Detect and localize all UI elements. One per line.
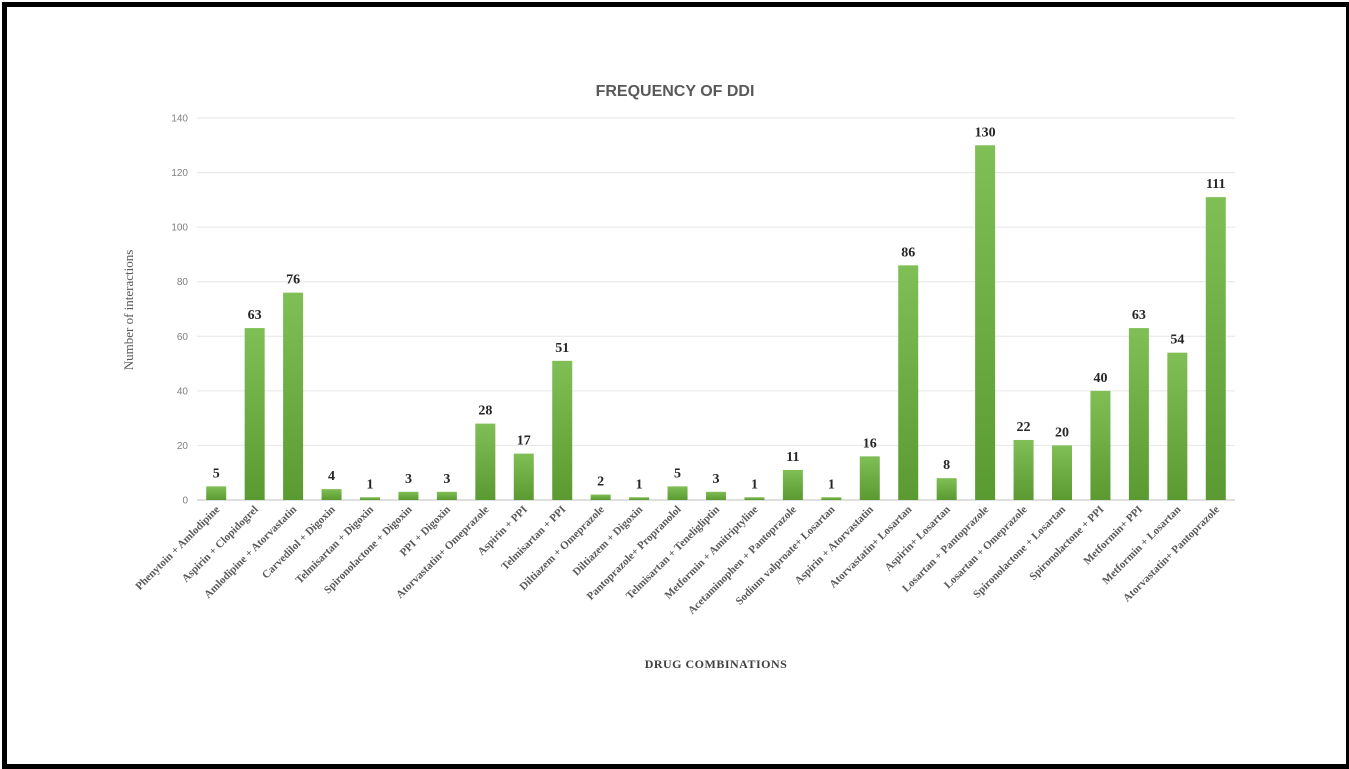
- data-label: 11: [786, 450, 799, 465]
- data-label: 86: [901, 245, 915, 260]
- y-axis-label: Number of interactions: [121, 250, 136, 371]
- y-axis-ticks: 0 20 40 60 80 100 120 140: [171, 114, 188, 507]
- x-category-label: Aspirin + Clopidogrel: [180, 504, 261, 585]
- bar: [821, 497, 842, 500]
- bar: [1052, 445, 1072, 500]
- bar: [898, 265, 919, 500]
- data-label: 4: [328, 469, 335, 484]
- y-tick-label: 0: [182, 496, 188, 507]
- bar: [475, 423, 496, 500]
- x-category-label: Telmisartan + PPI: [499, 504, 568, 573]
- bar: [1128, 328, 1149, 500]
- bar: [283, 292, 304, 500]
- bar: [1013, 439, 1034, 500]
- bar: [513, 453, 534, 500]
- data-label: 8: [943, 458, 950, 473]
- gridlines: [197, 117, 1235, 501]
- bar: [590, 494, 611, 500]
- x-category-label: Aspirin+ Losartan: [883, 504, 953, 574]
- data-label: 3: [405, 472, 412, 487]
- y-tick-label: 60: [177, 332, 189, 343]
- data-label: 63: [248, 308, 262, 323]
- x-category-label: Carvedilol + Digoxin: [260, 504, 338, 582]
- data-label: 3: [443, 472, 450, 487]
- data-label: 2: [597, 475, 604, 490]
- bar: [706, 491, 726, 500]
- data-label: 51: [555, 341, 569, 356]
- data-label: 76: [286, 273, 300, 288]
- data-label: 130: [975, 125, 996, 140]
- bar: [859, 456, 880, 500]
- bar: [552, 360, 573, 500]
- chart-title: FREQUENCY OF DDI: [596, 83, 755, 100]
- bar: [975, 145, 996, 501]
- x-category-label: Diltiazem + Digoxin: [571, 504, 646, 579]
- y-tick-label: 40: [177, 386, 189, 397]
- data-label: 3: [713, 472, 720, 487]
- bar: [398, 491, 419, 500]
- data-label: 1: [636, 477, 643, 492]
- x-category-label: Spironolactone + PPI: [1027, 504, 1106, 583]
- data-label: 54: [1170, 333, 1184, 348]
- bar: [360, 497, 380, 500]
- y-tick-label: 140: [171, 114, 188, 125]
- data-label: 22: [1017, 420, 1031, 435]
- data-label: 63: [1132, 308, 1146, 323]
- bar: [744, 497, 765, 500]
- bar: [436, 491, 457, 500]
- bar: [206, 486, 227, 500]
- data-label: 20: [1055, 425, 1069, 440]
- data-label: 1: [751, 477, 758, 492]
- data-label: 1: [828, 477, 835, 492]
- data-label: 5: [674, 466, 681, 481]
- data-label: 5: [213, 466, 220, 481]
- data-label: 111: [1206, 177, 1225, 192]
- y-tick-label: 100: [171, 223, 188, 234]
- data-label: 17: [517, 434, 531, 449]
- bar: [244, 328, 265, 500]
- y-tick-label: 120: [171, 168, 188, 179]
- y-tick-label: 80: [177, 277, 189, 288]
- data-label: 1: [367, 477, 374, 492]
- bar: [1205, 197, 1226, 500]
- y-tick-label: 20: [177, 441, 189, 452]
- data-label: 28: [478, 404, 492, 419]
- bar: [667, 486, 688, 500]
- bar: [782, 469, 803, 500]
- bars: [206, 145, 1226, 501]
- bar: [321, 489, 342, 500]
- x-axis-label: DRUG COMBINATIONS: [645, 657, 788, 671]
- data-label: 40: [1093, 371, 1107, 386]
- bar: [629, 497, 650, 500]
- bar: [1090, 390, 1111, 500]
- bar: [1167, 352, 1188, 500]
- bar: [936, 478, 957, 500]
- data-label: 16: [863, 436, 877, 451]
